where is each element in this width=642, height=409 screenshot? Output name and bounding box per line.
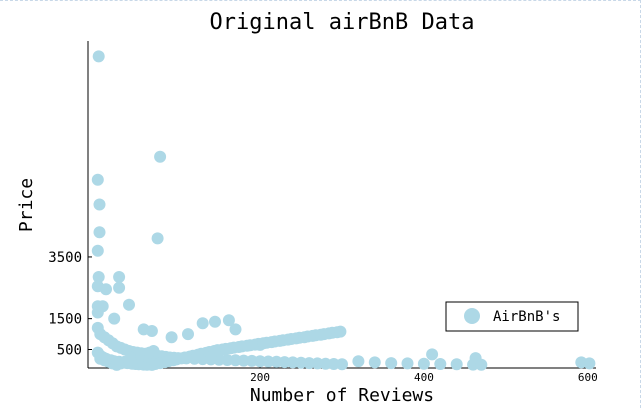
y-tick-label: 1500 xyxy=(48,312,82,328)
data-point xyxy=(434,358,447,370)
data-point xyxy=(91,244,104,257)
legend-marker xyxy=(464,308,480,324)
data-point xyxy=(182,328,194,341)
y-tick-label: 3500 xyxy=(48,250,82,266)
data-point xyxy=(165,331,178,344)
data-point xyxy=(583,357,596,370)
data-point xyxy=(93,226,106,239)
data-point xyxy=(426,348,439,361)
x-tick-label: 200 xyxy=(250,371,270,384)
data-point xyxy=(92,271,105,283)
y-tick-label: 500 xyxy=(57,342,82,358)
x-tick-label: 400 xyxy=(414,371,434,384)
data-point xyxy=(222,314,235,327)
data-point xyxy=(92,50,105,63)
data-point xyxy=(154,150,167,163)
data-point xyxy=(196,317,209,330)
data-point xyxy=(475,358,488,371)
data-point xyxy=(450,358,463,371)
x-tick-label: 600 xyxy=(578,371,598,384)
data-point xyxy=(113,281,126,294)
y-ticks: 500 1500 3500 xyxy=(48,250,92,358)
data-point xyxy=(151,232,164,245)
data-point xyxy=(229,323,242,336)
data-point xyxy=(209,315,221,328)
data-point xyxy=(385,357,398,370)
data-point xyxy=(368,356,381,369)
data-point xyxy=(147,345,160,357)
data-point xyxy=(91,173,104,186)
data-point xyxy=(336,358,348,371)
legend-label: AirBnB's xyxy=(493,309,560,325)
data-point xyxy=(334,325,347,338)
data-point xyxy=(91,306,104,319)
data-point xyxy=(417,357,430,370)
data-point xyxy=(100,283,112,296)
data-point xyxy=(401,357,414,370)
legend: AirBnB's xyxy=(445,301,579,332)
y-axis-label: Price xyxy=(16,178,37,232)
data-point xyxy=(113,271,126,283)
data-point xyxy=(123,298,135,311)
data-points xyxy=(91,50,596,371)
data-point xyxy=(108,312,121,325)
data-point xyxy=(352,355,365,368)
chart-title: Original airBnB Data xyxy=(210,10,475,35)
data-point xyxy=(93,198,106,211)
data-point xyxy=(145,325,158,337)
x-axis-label: Number of Reviews xyxy=(250,385,434,406)
